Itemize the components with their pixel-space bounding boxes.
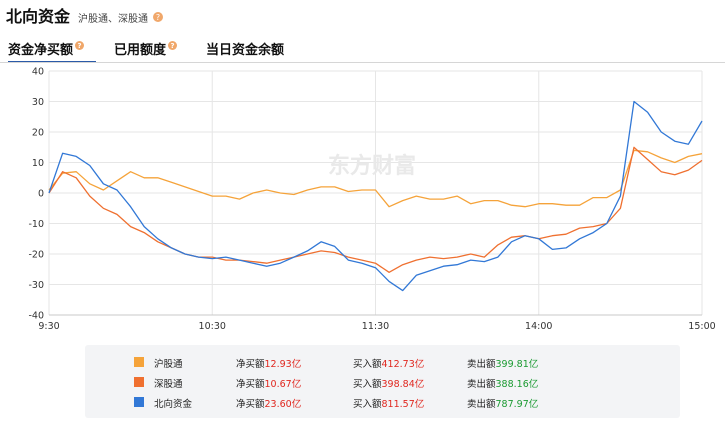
x-tick-label: 11:30 [362, 321, 389, 332]
legend-row-sz: 深股通 净买额10.67亿 买入额398.84亿 卖出额388.16亿 [85, 372, 680, 392]
tab-bar: 资金净买额 ? 已用额度 ? 当日资金余额 [0, 36, 296, 63]
tab-quota-used-help-icon[interactable]: ? [168, 41, 178, 50]
legend-buy: 买入额398.84亿 [353, 379, 425, 390]
legend-buy: 买入额811.57亿 [353, 399, 425, 410]
tab-divider [0, 62, 725, 63]
y-tick-label: -10 [28, 219, 44, 230]
legend-swatch [134, 397, 144, 407]
x-tick-label: 10:30 [199, 321, 226, 332]
chart-series [48, 100, 703, 292]
northbound-flow-chart: 东方财富 40 30 20 10 0 -10 -20 -30 -40 9:30 10:30 11:3… [28, 67, 715, 333]
x-tick-label: 9:30 [38, 321, 59, 332]
page-header: 北向资金 沪股通、深股通 ? [6, 2, 164, 28]
legend-buy: 买入额412.73亿 [353, 359, 425, 370]
series-line-0 [48, 149, 703, 208]
page-title: 北向资金 [6, 7, 71, 26]
tab-quota-used-label: 已用额度 [114, 43, 167, 58]
chart-grid [48, 70, 703, 316]
legend-name: 沪股通 [154, 359, 183, 370]
tab-net-buy-help-icon[interactable]: ? [75, 41, 85, 50]
legend-swatch [134, 377, 144, 387]
y-tick-label: 0 [38, 189, 44, 200]
watermark: 东方财富 [328, 153, 416, 179]
y-tick-label: 20 [32, 128, 44, 139]
legend-sell: 卖出额787.97亿 [467, 399, 539, 410]
y-tick-label: -30 [28, 280, 44, 291]
page-subtitle: 沪股通、深股通 [78, 13, 149, 25]
x-axis-ticks: 9:30 10:30 11:30 14:00 15:00 [38, 321, 715, 332]
x-tick-label: 15:00 [688, 321, 715, 332]
legend-name: 北向资金 [154, 399, 193, 410]
help-icon[interactable]: ? [153, 12, 164, 22]
legend-row-sh: 沪股通 净买额12.93亿 买入额412.73亿 卖出额399.81亿 [85, 352, 680, 372]
legend-net: 净买额10.67亿 [236, 379, 302, 390]
y-tick-label: 40 [32, 67, 44, 78]
y-tick-label: 10 [32, 158, 44, 169]
legend-panel: 沪股通 净买额12.93亿 买入额412.73亿 卖出额399.81亿 深股通 … [85, 345, 680, 418]
x-tick-label: 14:00 [525, 321, 552, 332]
tab-daily-balance[interactable]: 当日资金余额 [206, 36, 296, 61]
legend-swatch [134, 357, 144, 367]
series-line-2 [48, 100, 703, 292]
tab-net-buy[interactable]: 资金净买额 ? [8, 36, 96, 63]
tab-net-buy-label: 资金净买额 [8, 43, 74, 58]
y-tick-label: 30 [32, 97, 44, 108]
y-axis-ticks: 40 30 20 10 0 -10 -20 -30 -40 [28, 67, 44, 322]
tab-quota-used[interactable]: 已用额度 ? [114, 36, 194, 61]
tab-daily-balance-label: 当日资金余额 [206, 43, 285, 58]
legend-name: 深股通 [154, 379, 183, 390]
series-line-1 [48, 146, 703, 273]
legend-row-north: 北向资金 净买额23.60亿 买入额811.57亿 卖出额787.97亿 [85, 392, 680, 412]
legend-net: 净买额12.93亿 [236, 359, 302, 370]
legend-net: 净买额23.60亿 [236, 399, 302, 410]
legend-sell: 卖出额399.81亿 [467, 359, 539, 370]
y-tick-label: -20 [28, 250, 44, 261]
y-tick-label: -40 [28, 311, 44, 322]
legend-sell: 卖出额388.16亿 [467, 379, 539, 390]
